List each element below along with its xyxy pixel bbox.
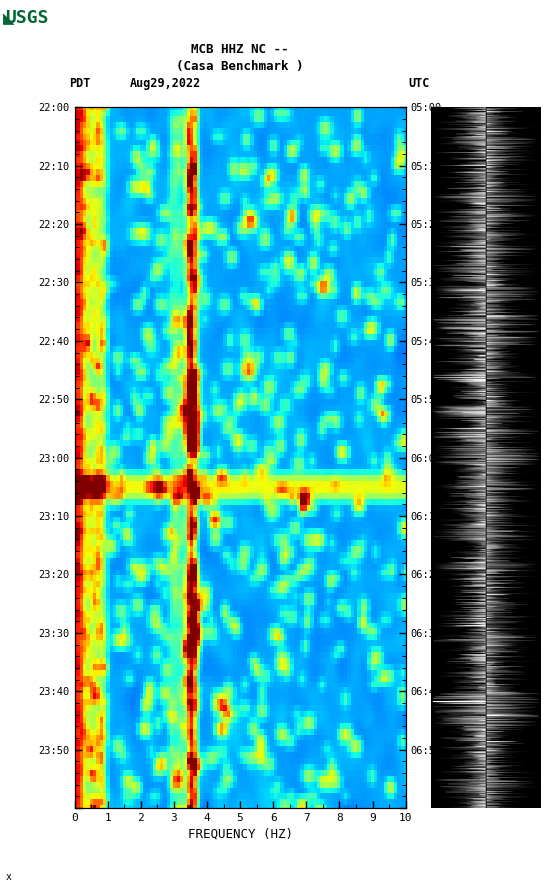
Text: PDT: PDT [69,77,91,89]
Text: x: x [6,872,12,882]
Text: UTC: UTC [408,77,430,89]
Text: MCB HHZ NC --: MCB HHZ NC -- [192,43,289,55]
Text: Aug29,2022: Aug29,2022 [130,77,201,89]
Text: ◣: ◣ [3,11,14,26]
X-axis label: FREQUENCY (HZ): FREQUENCY (HZ) [188,827,293,840]
Text: USGS: USGS [6,9,49,27]
Text: (Casa Benchmark ): (Casa Benchmark ) [177,60,304,72]
